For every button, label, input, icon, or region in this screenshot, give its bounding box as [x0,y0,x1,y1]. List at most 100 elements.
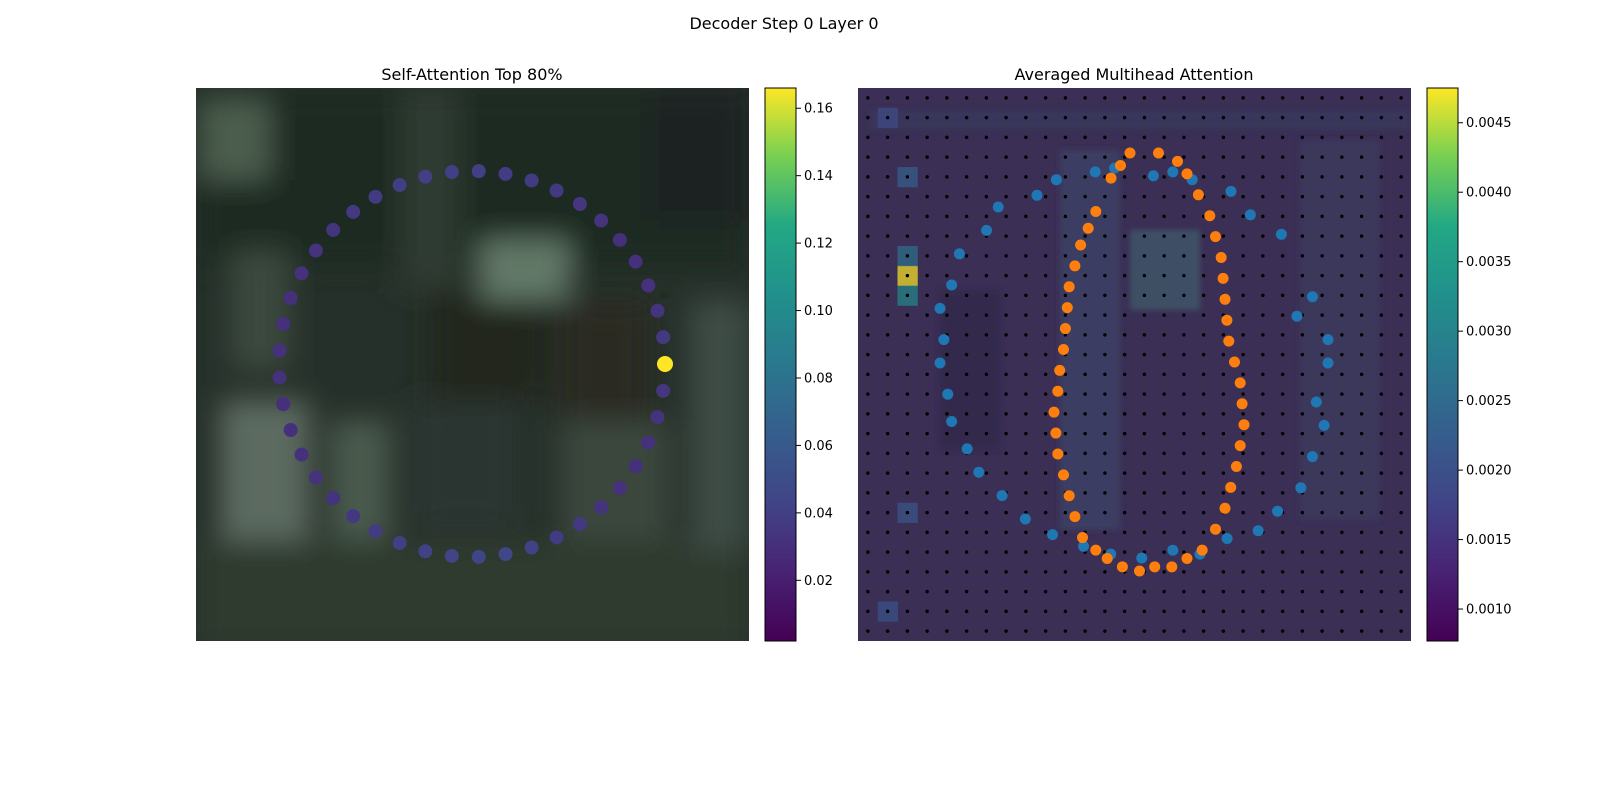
grid-dot [1261,333,1265,337]
blue-point [1252,525,1264,537]
grid-dot [1280,372,1285,377]
panel2-points [934,147,1334,577]
grid-dot [1300,392,1305,396]
grid-dot [1300,115,1305,120]
grid-dot [984,471,989,475]
grid-dot [1280,570,1285,574]
grid-dot [1162,214,1166,219]
grid-dot [1024,214,1028,219]
blue-point [946,416,958,427]
grid-dot [1004,510,1008,515]
grid-dot [1340,530,1344,535]
panel1-title: Self-Attention Top 80% [381,65,562,84]
grid-dot [945,313,949,317]
grid-dot [964,471,969,475]
grid-dot [1399,431,1403,436]
grid-dot [945,629,949,633]
attention-point [276,316,291,331]
grid-dot [1063,609,1068,614]
grid-dot [1043,451,1048,456]
grid-dot [964,115,969,120]
grid-dot [1201,431,1206,436]
grid-dot [885,510,890,515]
grid-dot [925,530,929,535]
grid-dot [1162,96,1166,100]
grid-dot [1063,293,1068,298]
grid-dot [1221,175,1226,179]
grid-dot [1241,589,1245,594]
grid-dot [1320,155,1324,159]
grid-dot [1004,392,1008,396]
colorbar1-ticks: 0.02 0.04 0.06 0.08 0.10 0.12 0.14 0.16 [796,102,833,589]
grid-dot [1142,333,1147,337]
grid-dot [1063,194,1068,199]
grid-dot [1340,491,1344,495]
grid-dot [984,412,989,416]
grid-dot [1359,293,1364,298]
grid-dot [1340,412,1344,416]
grid-dot [984,570,989,574]
grid-dot [1142,431,1147,436]
orange-point [1124,147,1136,159]
grid-dot [925,392,929,396]
grid-dot [1142,175,1147,179]
grid-dot [1162,451,1166,456]
colorbar1 [764,87,797,642]
grid-dot [1241,254,1245,258]
orange-point [1196,544,1208,556]
grid-dot [905,135,910,140]
grid-dot [1182,293,1186,298]
grid-dot [1162,194,1166,199]
grid-dot [1004,629,1008,633]
grid-dot [925,96,929,100]
grid-dot [1043,273,1048,278]
grid-dot [1300,273,1305,278]
grid-dot [1162,333,1166,337]
orange-point [1210,231,1221,243]
grid-dot [905,589,910,594]
blue-point [1275,228,1287,240]
grid-dot [1103,431,1107,436]
blue-point [1318,419,1330,431]
grid-dot [1063,96,1068,100]
blue-point [1310,396,1322,408]
grid-dot [1201,96,1206,100]
grid-dot [1320,96,1324,100]
attention-point [656,330,671,345]
grid-dot [866,194,870,199]
grid-dot [964,570,969,574]
grid-dot [1004,333,1008,337]
grid-dot [1261,431,1265,436]
blue-point [934,302,946,314]
grid-dot [1182,412,1186,416]
grid-dot [1142,412,1147,416]
grid-dot [1004,254,1008,258]
grid-dot [1320,234,1324,238]
orange-point [1234,377,1246,389]
colorbar-tick-label: 0.0030 [1466,325,1512,340]
grid-dot [1103,135,1107,140]
grid-dot [1122,96,1127,100]
grid-dot [905,234,910,238]
blue-point [1225,185,1237,197]
grid-dot [1300,96,1305,100]
grid-dot [1261,372,1265,377]
grid-dot [866,412,870,416]
grid-dot [925,550,929,554]
grid-dot [925,214,929,219]
grid-dot [1320,175,1324,179]
grid-dot [1221,234,1226,238]
grid-dot [1340,214,1344,219]
grid-dot [1241,234,1245,238]
grid-dot [1083,629,1087,633]
grid-dot [905,293,910,298]
grid-dot [1043,234,1048,238]
grid-dot [905,471,910,475]
grid-dot [1024,352,1028,357]
grid-dot [1379,214,1384,219]
grid-dot [1221,570,1226,574]
grid-dot [1379,431,1384,436]
grid-dot [1201,609,1206,614]
grid-dot [1142,629,1147,633]
orange-point [1172,155,1183,167]
